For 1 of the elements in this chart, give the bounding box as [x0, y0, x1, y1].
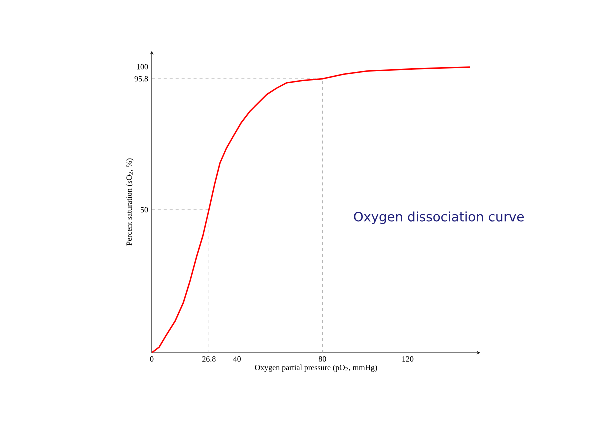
annotation: Oxygen dissociation curve: [354, 212, 524, 224]
